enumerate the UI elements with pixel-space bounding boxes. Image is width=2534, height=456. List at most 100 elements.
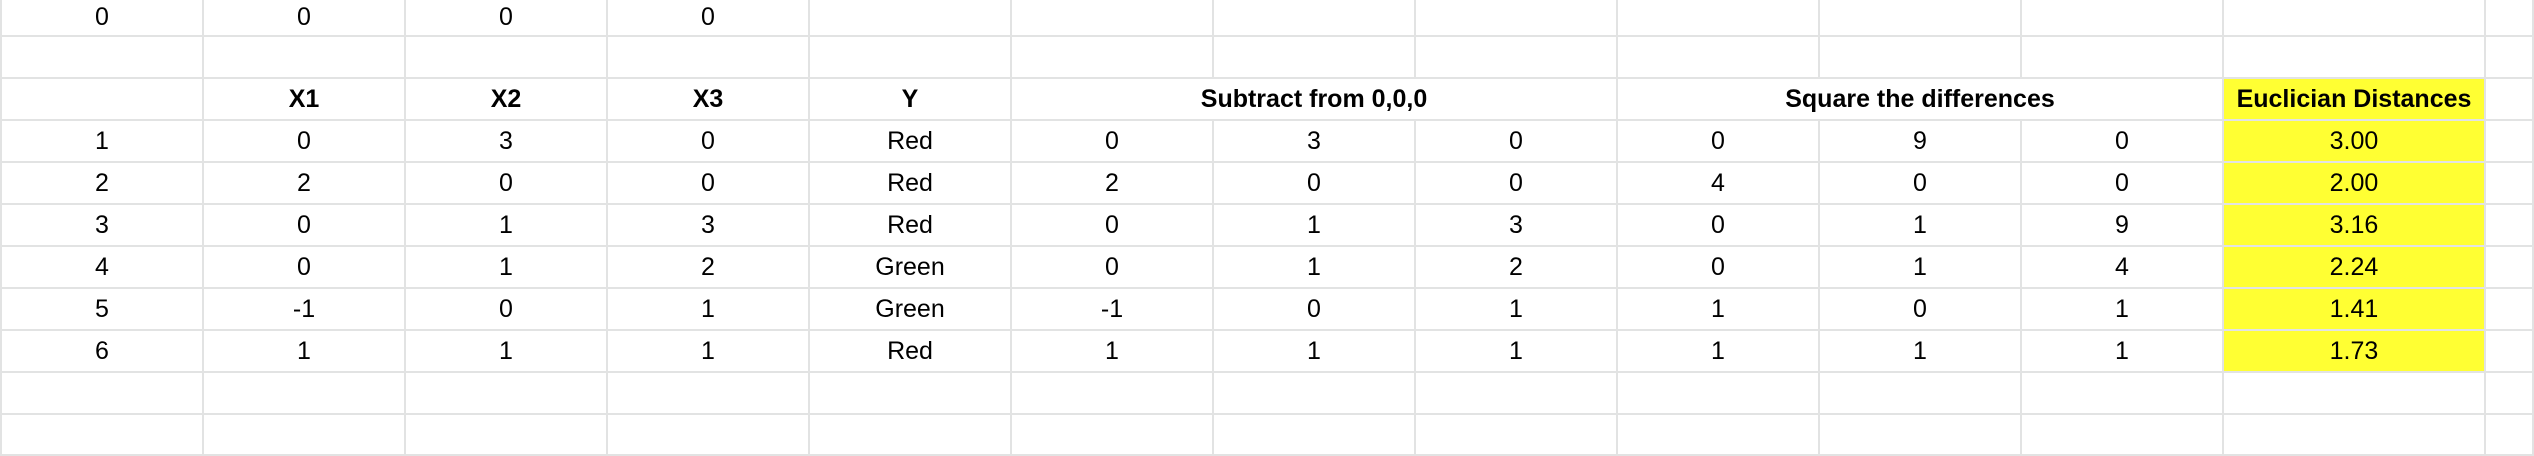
cell-sub-1[interactable]: -1 — [1012, 289, 1214, 331]
cell-row-id[interactable]: 4 — [0, 247, 204, 289]
empty-cell[interactable] — [1012, 0, 1214, 37]
empty-cell[interactable] — [2022, 373, 2224, 415]
cell-sq-3[interactable]: 9 — [2022, 205, 2224, 247]
cell-x1[interactable]: 0 — [204, 121, 406, 163]
cell-sq-1[interactable]: 0 — [1618, 247, 1820, 289]
empty-cell[interactable] — [2486, 331, 2534, 373]
cell-sq-2[interactable]: 9 — [1820, 121, 2022, 163]
cell-sub-2[interactable]: 1 — [1214, 247, 1416, 289]
cell-x3[interactable]: 1 — [608, 331, 810, 373]
empty-cell[interactable] — [608, 415, 810, 456]
empty-cell[interactable] — [810, 0, 1012, 37]
cell-top-d[interactable]: 0 — [608, 0, 810, 37]
empty-cell[interactable] — [1820, 415, 2022, 456]
empty-cell[interactable] — [2486, 205, 2534, 247]
empty-cell[interactable] — [1214, 415, 1416, 456]
cell-sub-1[interactable]: 0 — [1012, 205, 1214, 247]
cell-distance[interactable]: 3.16 — [2224, 205, 2486, 247]
empty-cell[interactable] — [2486, 247, 2534, 289]
cell-sub-2[interactable]: 0 — [1214, 289, 1416, 331]
empty-cell[interactable] — [2486, 373, 2534, 415]
cell-x2[interactable]: 1 — [406, 205, 608, 247]
empty-cell[interactable] — [1214, 0, 1416, 37]
empty-cell[interactable] — [1416, 373, 1618, 415]
empty-cell[interactable] — [406, 373, 608, 415]
empty-cell[interactable] — [1012, 415, 1214, 456]
cell-sub-2[interactable]: 1 — [1214, 331, 1416, 373]
cell-sq-2[interactable]: 1 — [1820, 205, 2022, 247]
cell-sub-3[interactable]: 1 — [1416, 331, 1618, 373]
cell-sq-2[interactable]: 0 — [1820, 289, 2022, 331]
cell-x1[interactable]: -1 — [204, 289, 406, 331]
empty-cell[interactable] — [1214, 373, 1416, 415]
empty-cell[interactable] — [1618, 0, 1820, 37]
cell-sq-3[interactable]: 0 — [2022, 163, 2224, 205]
empty-cell[interactable] — [810, 415, 1012, 456]
empty-cell[interactable] — [2022, 0, 2224, 37]
cell-sq-1[interactable]: 4 — [1618, 163, 1820, 205]
cell-sq-1[interactable]: 0 — [1618, 121, 1820, 163]
cell-sq-3[interactable]: 1 — [2022, 289, 2224, 331]
cell-distance[interactable]: 3.00 — [2224, 121, 2486, 163]
header-x1[interactable]: X1 — [204, 79, 406, 121]
cell-sub-3[interactable]: 1 — [1416, 289, 1618, 331]
cell-y[interactable]: Red — [810, 163, 1012, 205]
cell-y[interactable]: Red — [810, 331, 1012, 373]
empty-cell[interactable] — [0, 37, 204, 79]
cell-sub-3[interactable]: 2 — [1416, 247, 1618, 289]
empty-cell[interactable] — [2224, 415, 2486, 456]
cell-sub-3[interactable]: 3 — [1416, 205, 1618, 247]
cell-x2[interactable]: 0 — [406, 163, 608, 205]
empty-cell[interactable] — [2224, 373, 2486, 415]
empty-cell[interactable] — [204, 37, 406, 79]
cell-top-c[interactable]: 0 — [406, 0, 608, 37]
empty-cell[interactable] — [608, 373, 810, 415]
cell-row-id[interactable]: 1 — [0, 121, 204, 163]
cell-x2[interactable]: 3 — [406, 121, 608, 163]
cell-x1[interactable]: 0 — [204, 247, 406, 289]
cell-x1[interactable]: 2 — [204, 163, 406, 205]
empty-cell[interactable] — [0, 373, 204, 415]
cell-y[interactable]: Red — [810, 205, 1012, 247]
empty-cell[interactable] — [1820, 373, 2022, 415]
header-subtract[interactable]: Subtract from 0,0,0 — [1012, 79, 1618, 121]
empty-cell[interactable] — [1820, 37, 2022, 79]
empty-cell[interactable] — [2486, 163, 2534, 205]
cell-sub-1[interactable]: 2 — [1012, 163, 1214, 205]
cell-x1[interactable]: 0 — [204, 205, 406, 247]
cell-sq-1[interactable]: 0 — [1618, 205, 1820, 247]
cell-sq-3[interactable]: 4 — [2022, 247, 2224, 289]
cell-row-id[interactable]: 5 — [0, 289, 204, 331]
cell-row-id[interactable]: 3 — [0, 205, 204, 247]
cell-x1[interactable]: 1 — [204, 331, 406, 373]
cell-x2[interactable]: 1 — [406, 331, 608, 373]
header-x2[interactable]: X2 — [406, 79, 608, 121]
empty-cell[interactable] — [1214, 37, 1416, 79]
empty-cell[interactable] — [810, 373, 1012, 415]
empty-cell[interactable] — [1820, 0, 2022, 37]
cell-distance[interactable]: 1.73 — [2224, 331, 2486, 373]
cell-top-b[interactable]: 0 — [204, 0, 406, 37]
empty-cell[interactable] — [2022, 415, 2224, 456]
cell-distance[interactable]: 2.00 — [2224, 163, 2486, 205]
empty-cell[interactable] — [1012, 37, 1214, 79]
cell-x2[interactable]: 1 — [406, 247, 608, 289]
header-distance[interactable]: Euclician Distances — [2224, 79, 2486, 121]
empty-cell[interactable] — [2486, 415, 2534, 456]
empty-cell[interactable] — [0, 79, 204, 121]
cell-sq-2[interactable]: 1 — [1820, 247, 2022, 289]
cell-sq-2[interactable]: 1 — [1820, 331, 2022, 373]
empty-cell[interactable] — [1416, 0, 1618, 37]
cell-distance[interactable]: 2.24 — [2224, 247, 2486, 289]
cell-sub-1[interactable]: 1 — [1012, 331, 1214, 373]
empty-cell[interactable] — [2486, 79, 2534, 121]
header-x3[interactable]: X3 — [608, 79, 810, 121]
empty-cell[interactable] — [608, 37, 810, 79]
cell-row-id[interactable]: 2 — [0, 163, 204, 205]
empty-cell[interactable] — [1416, 415, 1618, 456]
empty-cell[interactable] — [1618, 373, 1820, 415]
cell-sq-3[interactable]: 1 — [2022, 331, 2224, 373]
empty-cell[interactable] — [406, 415, 608, 456]
cell-x3[interactable]: 3 — [608, 205, 810, 247]
